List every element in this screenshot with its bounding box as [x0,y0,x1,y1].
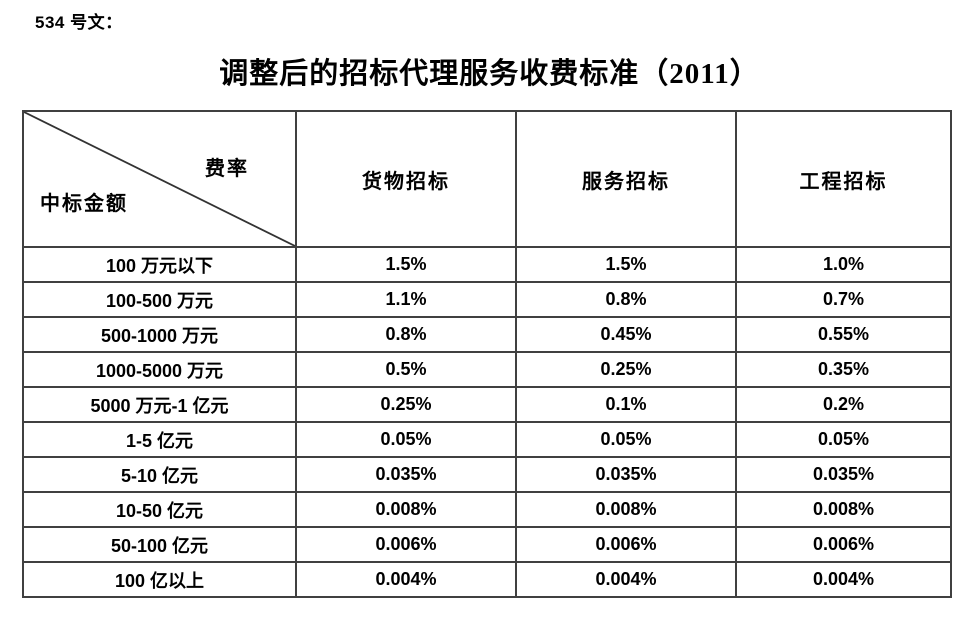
rate-cell: 1.5% [295,246,517,283]
table-row: 50-100 亿元 0.006% 0.006% 0.006% [22,526,952,563]
amount-cell: 100 万元以下 [22,246,297,283]
corner-rate-label: 费率 [205,158,249,180]
corner-amount-label: 中标金额 [40,193,128,215]
table-row: 1000-5000 万元 0.5% 0.25% 0.35% [22,351,952,388]
table-row: 500-1000 万元 0.8% 0.45% 0.55% [22,316,952,353]
table-row: 100-500 万元 1.1% 0.8% 0.7% [22,281,952,318]
table-row: 5-10 亿元 0.035% 0.035% 0.035% [22,456,952,493]
rate-cell: 0.006% [295,526,517,563]
doc-number: 534 号文： [35,13,123,32]
rate-cell: 0.006% [735,526,952,563]
rate-cell: 0.008% [295,491,517,528]
fee-table-body: 100 万元以下 1.5% 1.5% 1.0% 100-500 万元 1.1% 0.8% 0.… [22,246,952,598]
rate-cell: 0.35% [735,351,952,388]
corner-header-cell: 费率 中标金额 [22,110,297,248]
amount-cell: 100-500 万元 [22,281,297,318]
rate-cell: 0.7% [735,281,952,318]
amount-cell: 50-100 亿元 [22,526,297,563]
table-row: 100 亿以上 0.004% 0.004% 0.004% [22,561,952,598]
rate-cell: 0.5% [295,351,517,388]
rate-cell: 0.05% [735,421,952,458]
column-header-goods: 货物招标 [295,110,517,248]
rate-cell: 0.004% [295,561,517,598]
table-row: 1-5 亿元 0.05% 0.05% 0.05% [22,421,952,458]
rate-cell: 0.008% [515,491,737,528]
rate-cell: 0.25% [515,351,737,388]
amount-cell: 10-50 亿元 [22,491,297,528]
column-header-engineering: 工程招标 [735,110,952,248]
table-header-row: 费率 中标金额 货物招标 服务招标 工程招标 [22,110,952,248]
table-row: 100 万元以下 1.5% 1.5% 1.0% [22,246,952,283]
rate-cell: 0.2% [735,386,952,423]
rate-cell: 0.8% [295,316,517,353]
rate-cell: 0.035% [295,456,517,493]
rate-cell: 0.05% [515,421,737,458]
rate-cell: 0.05% [295,421,517,458]
rate-cell: 0.035% [515,456,737,493]
rate-cell: 0.006% [515,526,737,563]
corner-box: 费率 中标金额 [24,112,295,246]
rate-cell: 1.0% [735,246,952,283]
rate-cell: 0.004% [515,561,737,598]
amount-cell: 5000 万元-1 亿元 [22,386,297,423]
column-header-services: 服务招标 [515,110,737,248]
amount-cell: 100 亿以上 [22,561,297,598]
rate-cell: 0.1% [515,386,737,423]
rate-cell: 1.5% [515,246,737,283]
rate-cell: 0.008% [735,491,952,528]
amount-cell: 1000-5000 万元 [22,351,297,388]
rate-cell: 0.25% [295,386,517,423]
amount-cell: 1-5 亿元 [22,421,297,458]
table-row: 10-50 亿元 0.008% 0.008% 0.008% [22,491,952,528]
fee-table: 费率 中标金额 货物招标 服务招标 工程招标 100 万元以下 1.5% 1.5% 1… [22,110,952,598]
rate-cell: 1.1% [295,281,517,318]
rate-cell: 0.45% [515,316,737,353]
rate-cell: 0.004% [735,561,952,598]
diagonal-line [24,112,295,246]
amount-cell: 500-1000 万元 [22,316,297,353]
table-row: 5000 万元-1 亿元 0.25% 0.1% 0.2% [22,386,952,423]
rate-cell: 0.035% [735,456,952,493]
amount-cell: 5-10 亿元 [22,456,297,493]
rate-cell: 0.55% [735,316,952,353]
page-title: 调整后的招标代理服务收费标准（2011） [219,58,760,90]
rate-cell: 0.8% [515,281,737,318]
